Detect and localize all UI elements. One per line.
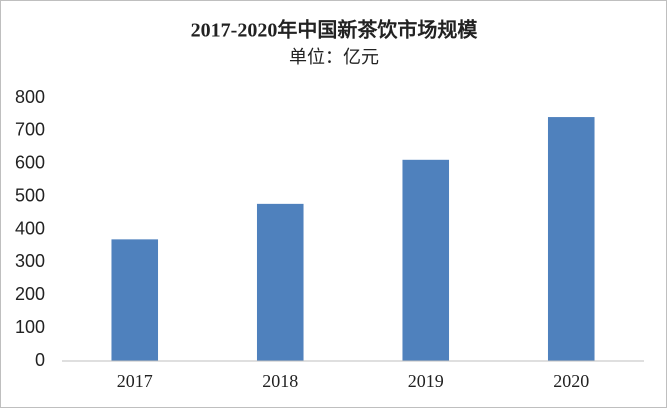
- bar: [402, 159, 450, 361]
- chart-title: 2017-2020年中国新茶饮市场规模: [191, 18, 479, 42]
- y-tick-label: 400: [15, 218, 45, 238]
- chart-subtitle: 单位：亿元: [289, 47, 379, 67]
- x-tick-label: 2018: [262, 371, 298, 391]
- bar: [256, 203, 304, 361]
- y-tick-label: 0: [35, 350, 45, 370]
- x-tick-label: 2020: [553, 371, 589, 391]
- y-tick-label: 300: [15, 251, 45, 271]
- x-tick-label: 2017: [117, 371, 153, 391]
- y-tick-label: 500: [15, 185, 45, 205]
- y-tick-label: 200: [15, 284, 45, 304]
- y-tick-label: 100: [15, 317, 45, 337]
- y-tick-label: 700: [15, 120, 45, 140]
- y-tick-label: 800: [15, 87, 45, 107]
- bar: [547, 117, 595, 361]
- x-tick-label: 2019: [408, 371, 444, 391]
- y-tick-label: 600: [15, 153, 45, 173]
- bar: [111, 239, 159, 361]
